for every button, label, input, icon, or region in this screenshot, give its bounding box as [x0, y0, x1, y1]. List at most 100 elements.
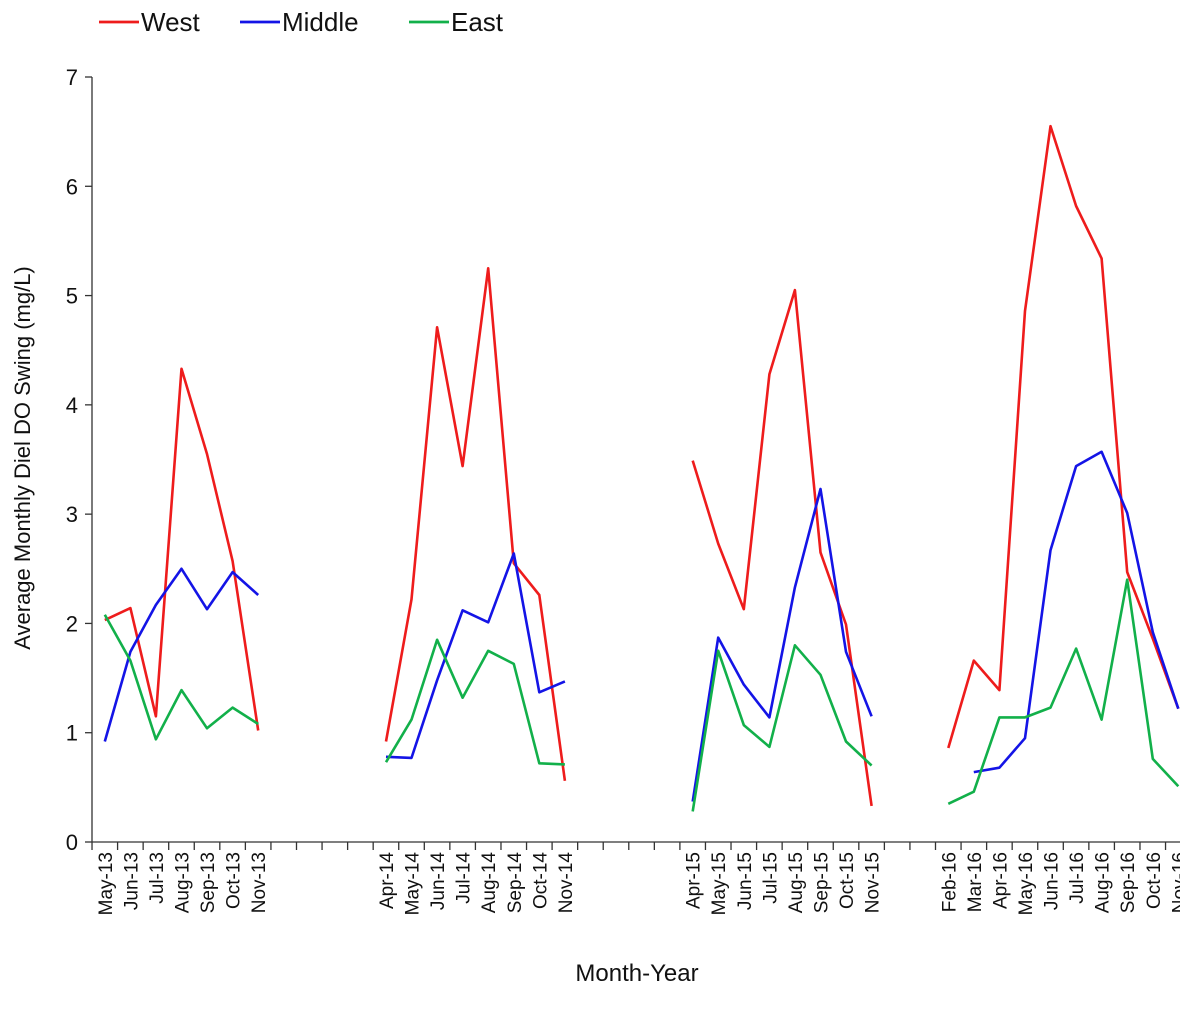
data-point-middle	[154, 603, 158, 607]
data-point-middle	[205, 607, 209, 611]
y-tick-label: 5	[66, 284, 78, 309]
data-point-east	[179, 688, 183, 692]
y-tick-label: 6	[66, 174, 78, 199]
data-point-middle	[844, 650, 848, 654]
data-point-east	[997, 715, 1001, 719]
data-point-middle	[818, 487, 822, 491]
legend: West Middle East	[99, 7, 504, 37]
data-point-east	[691, 809, 695, 813]
data-point-west	[179, 367, 183, 371]
data-point-west	[563, 779, 567, 783]
data-point-west	[793, 288, 797, 292]
data-point-west	[537, 593, 541, 597]
data-point-west	[972, 659, 976, 663]
x-tick-label: Jun-15	[735, 852, 756, 910]
data-point-east	[231, 706, 235, 710]
y-axis-ticks: 0 1 2 3 4 5 6 7	[66, 65, 92, 855]
data-point-middle	[537, 690, 541, 694]
data-point-middle	[410, 756, 414, 760]
data-point-west	[997, 688, 1001, 692]
data-point-east	[410, 718, 414, 722]
data-point-west	[384, 739, 388, 743]
data-point-east	[1023, 715, 1027, 719]
data-point-west	[1023, 309, 1027, 313]
x-axis-ticks: May-13 Jun-13 Jul-13 Aug-13 Sep-13 Oct-13 Nov-…	[91, 842, 1180, 916]
data-point-west	[1074, 204, 1078, 208]
data-point-west	[1100, 256, 1104, 260]
x-tick-label: Aug-15	[786, 852, 807, 913]
x-tick-label: May-16	[1016, 852, 1037, 915]
x-tick-label: Jul-14	[454, 852, 475, 904]
x-tick-label: Aug-14	[479, 852, 500, 914]
data-point-west	[1049, 124, 1053, 128]
data-point-west	[461, 464, 465, 468]
x-tick-label: Oct-13	[224, 852, 245, 909]
y-tick-label: 4	[66, 393, 78, 418]
x-tick-label: Apr-14	[377, 852, 398, 909]
series-line-east	[103, 578, 1180, 812]
data-point-west	[154, 714, 158, 718]
data-point-west	[818, 550, 822, 554]
x-tick-label: Sep-15	[811, 852, 832, 913]
data-point-middle	[128, 650, 132, 654]
data-point-middle	[1151, 630, 1155, 634]
data-point-east	[384, 760, 388, 764]
x-tick-label: May-15	[709, 852, 730, 915]
data-point-middle	[256, 593, 260, 597]
data-point-east	[716, 649, 720, 653]
x-tick-label: Nov-16	[1169, 852, 1180, 913]
data-point-east	[1125, 578, 1129, 582]
data-point-east	[128, 659, 132, 663]
data-point-east	[537, 761, 541, 765]
data-point-middle	[1125, 511, 1129, 515]
data-point-middle	[716, 636, 720, 640]
y-tick-label: 0	[66, 830, 78, 855]
data-point-west	[256, 729, 260, 733]
data-point-middle	[461, 608, 465, 612]
data-point-middle	[793, 585, 797, 589]
data-point-west	[870, 804, 874, 808]
legend-label-west: West	[141, 7, 201, 37]
x-tick-label: Sep-16	[1118, 852, 1139, 913]
x-tick-label: Feb-16	[939, 852, 960, 912]
y-tick-label: 1	[66, 721, 78, 746]
x-axis-label: Month-Year	[575, 960, 698, 987]
data-point-west	[691, 459, 695, 463]
data-point-west	[767, 372, 771, 376]
series-layer	[103, 124, 1180, 813]
data-point-east	[486, 649, 490, 653]
x-tick-label: Nov-13	[249, 852, 270, 913]
data-point-middle	[1049, 548, 1053, 552]
data-point-west	[742, 607, 746, 611]
data-point-east	[103, 613, 107, 617]
data-point-east	[205, 726, 209, 730]
x-tick-label: May-14	[403, 852, 424, 916]
data-point-middle	[870, 714, 874, 718]
data-point-east	[435, 638, 439, 642]
legend-label-middle: Middle	[282, 7, 359, 37]
x-tick-label: Jul-15	[760, 852, 781, 904]
x-tick-label: Apr-15	[684, 852, 705, 909]
x-tick-label: Oct-16	[1144, 852, 1165, 909]
data-point-east	[742, 723, 746, 727]
data-point-east	[870, 764, 874, 768]
x-tick-label: Jun-13	[121, 852, 142, 910]
data-point-middle	[179, 567, 183, 571]
data-point-west	[844, 623, 848, 627]
x-tick-label: Aug-13	[172, 852, 193, 913]
data-point-middle	[997, 766, 1001, 770]
x-tick-label: Nov-15	[863, 852, 884, 913]
x-tick-label: Jul-16	[1067, 852, 1088, 904]
data-point-west	[205, 452, 209, 456]
data-point-middle	[1100, 450, 1104, 454]
data-point-middle	[435, 678, 439, 682]
x-tick-label: Nov-14	[556, 852, 577, 914]
data-point-east	[1100, 718, 1104, 722]
data-point-east	[461, 696, 465, 700]
data-point-west	[128, 606, 132, 610]
series-line-west	[104, 124, 1180, 807]
data-point-east	[1049, 706, 1053, 710]
x-tick-label: Sep-14	[505, 852, 526, 914]
data-point-west	[486, 266, 490, 270]
